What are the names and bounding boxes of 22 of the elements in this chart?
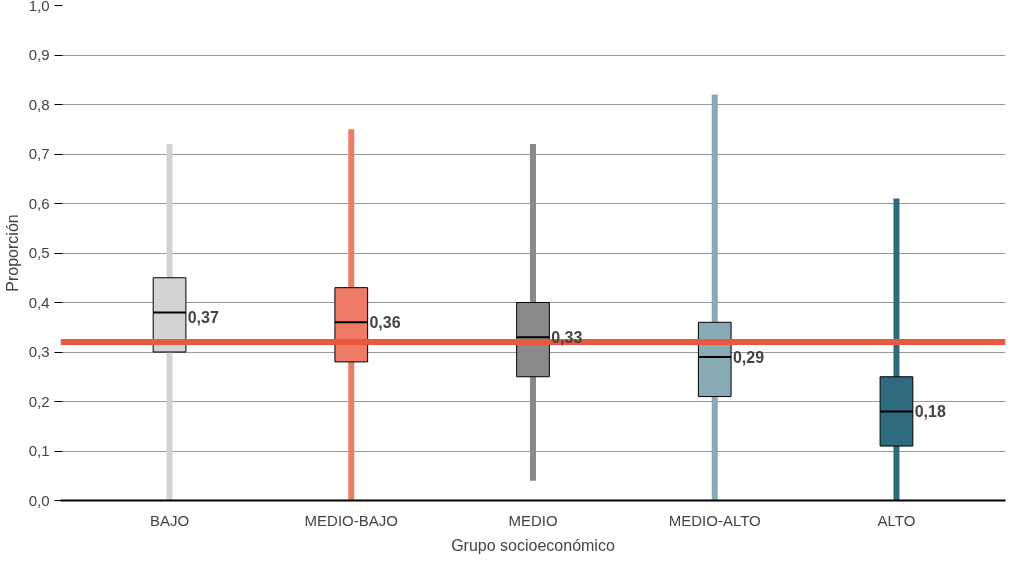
x-tick-label: ALTO (877, 511, 916, 529)
annotation: 0,29 (732, 348, 765, 366)
y-tick-label: 0,2 (28, 392, 50, 410)
y-tick-label: 1,0 (28, 0, 50, 14)
y-tick-label: 0,4 (28, 293, 50, 311)
y-tick-label: 0,8 (28, 95, 50, 113)
x-tick-label: BAJO (149, 511, 190, 529)
annotation: 0,36 (369, 314, 401, 332)
x-tick-label: MEDIO (508, 511, 558, 529)
y-tick-label: 0,1 (28, 442, 50, 459)
annotation: 0,18 (914, 403, 946, 421)
y-tick-label: 0,7 (28, 145, 50, 162)
annotation: 0,37 (187, 309, 219, 327)
y-tick-label: 0,0 (28, 491, 50, 509)
y-tick-label: 0,5 (28, 244, 50, 261)
x-axis-title: Grupo socioeconómico (451, 536, 615, 554)
y-axis-title: Proporción (3, 214, 21, 292)
x-tick-label: MEDIO-BAJO (304, 511, 398, 529)
x-tick-label: MEDIO-ALTO (668, 511, 761, 529)
y-tick-label: 0,9 (28, 46, 50, 63)
y-tick-label: 0,6 (28, 194, 50, 212)
y-tick-label: 0,3 (28, 343, 50, 360)
